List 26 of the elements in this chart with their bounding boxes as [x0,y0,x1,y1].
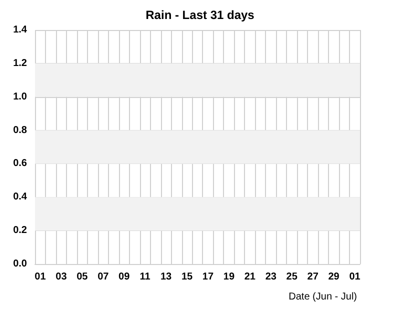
x-tick-label: 11 [140,272,151,282]
x-tick-label: 01 [349,272,361,282]
x-tick-label: 29 [328,272,340,282]
x-tick-label: 15 [181,272,194,282]
x-tick-label: 07 [98,272,110,282]
x-tick-label: 03 [56,272,68,282]
x-tick-label: 21 [244,272,256,282]
x-tick-label: 23 [265,272,277,282]
y-tick-label: 0.4 [13,192,28,203]
x-tick-label: 27 [307,272,319,282]
x-tick-label: 19 [223,272,235,282]
x-tick-label: 09 [118,272,130,282]
y-tick-label: 0.2 [13,225,28,236]
x-tick-label: 17 [202,272,214,282]
y-tick-label: 1.4 [13,24,28,36]
x-tick-label: 13 [160,272,172,282]
y-tick-label: 0.8 [13,124,28,136]
y-tick-label: 0.6 [13,158,28,170]
y-tick-label: 1.0 [13,91,28,102]
chart-title: Rain - Last 31 days [146,8,255,22]
x-tick-label: 25 [286,272,298,282]
y-tick-label: 1.2 [13,58,28,69]
y-tick-label: 0.0 [13,258,28,270]
x-tick-label: 05 [76,272,88,282]
x-axis-title: Date (Jun - Jul) [288,292,358,302]
x-tick-label: 01 [34,272,46,282]
